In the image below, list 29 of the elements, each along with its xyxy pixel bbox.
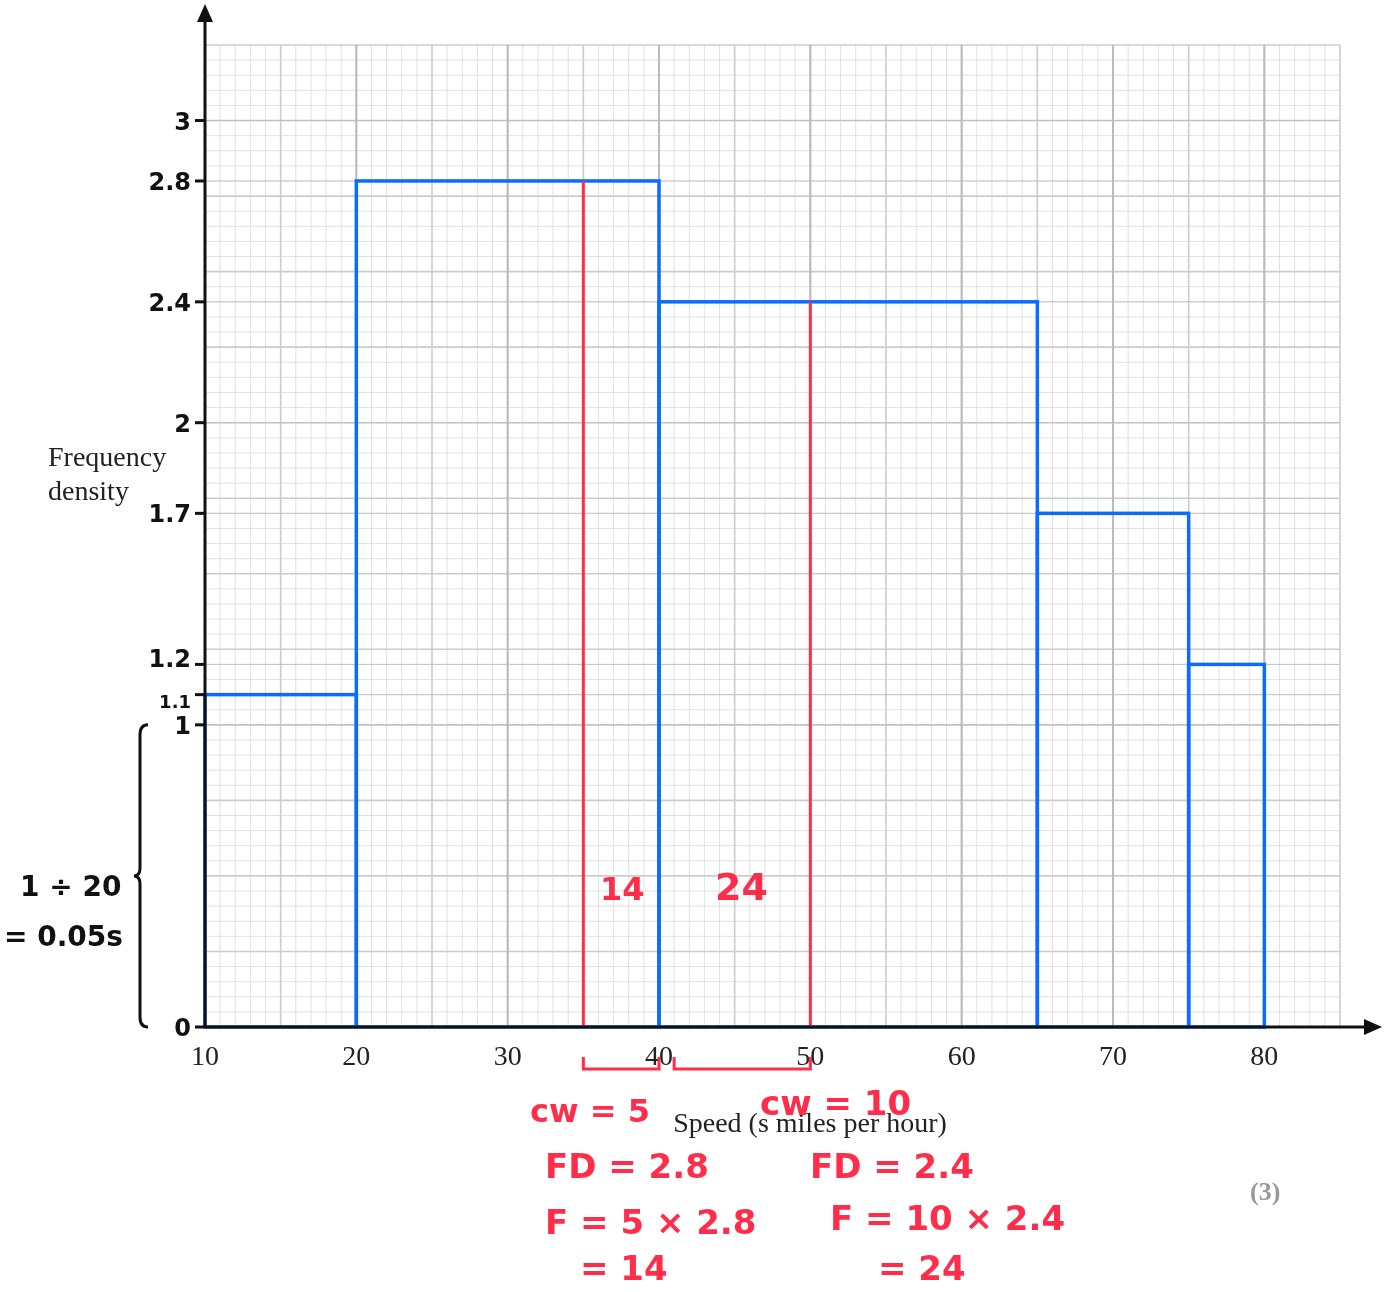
annotation: 14 — [600, 870, 645, 908]
text: = 14 — [580, 1248, 668, 1288]
text: FD = 2.8 — [545, 1146, 709, 1186]
x-tick-label: 40 — [645, 1040, 673, 1071]
y-tick-label: 1 — [174, 711, 191, 740]
y-tick-label: 2 — [174, 409, 191, 438]
text: cw = 5 — [530, 1092, 650, 1130]
text: (3) — [1250, 1177, 1281, 1206]
text: = 24 — [878, 1248, 966, 1288]
y-tick-label: 1.2 — [148, 645, 191, 674]
y-tick-label: 2.4 — [148, 288, 191, 317]
x-tick-label: 30 — [493, 1040, 522, 1071]
text: F = 10 × 2.4 — [830, 1198, 1066, 1238]
text: FD = 2.4 — [810, 1146, 974, 1186]
text: = 0.05s — [4, 920, 123, 953]
text: 1 ÷ 20 — [20, 870, 122, 903]
annotation: 24 — [715, 865, 768, 909]
x-tick-label: 50 — [796, 1040, 825, 1071]
y-tick-label: 3 — [174, 107, 191, 136]
x-tick-label: 20 — [342, 1040, 371, 1071]
x-tick-label: 80 — [1250, 1040, 1279, 1071]
text: F = 5 × 2.8 — [545, 1202, 757, 1242]
y-tick-label: 1.7 — [148, 500, 191, 529]
x-tick-label: 70 — [1099, 1040, 1127, 1071]
y-tick-label: 0 — [174, 1014, 191, 1042]
y-tick-label: 1.1 — [159, 690, 191, 712]
x-tick-label: 60 — [947, 1040, 976, 1071]
y-tick-label: 2.8 — [148, 167, 191, 196]
x-tick-label: 10 — [191, 1040, 219, 1071]
